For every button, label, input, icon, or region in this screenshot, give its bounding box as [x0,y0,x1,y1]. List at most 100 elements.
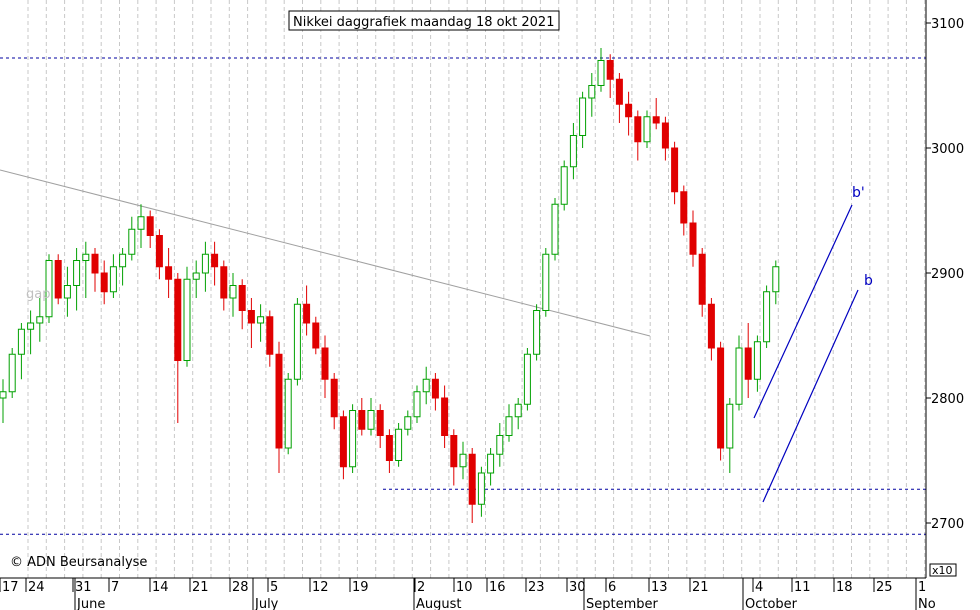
y-tick-label: 3100 [931,17,964,32]
candle-down [450,435,458,468]
candle-down [625,103,633,118]
candle-up [514,403,522,418]
y-tick-label: 2700 [931,517,964,532]
x-tick-label: 21 [692,580,709,595]
x-tick-label: 19 [352,580,369,595]
x-tick-label: 2 [417,580,425,595]
candlestick-series [0,48,780,523]
candle-down [376,410,384,436]
y-tick-label: 2900 [931,267,964,282]
x-tick-label: 5 [270,580,278,595]
candle-up [8,353,16,393]
x-tick-label: 10 [456,580,473,595]
candle-down [312,322,320,349]
x-tick-label: 24 [28,580,45,595]
candle-up [753,341,761,380]
candle-down [652,116,660,124]
candle-up [551,203,559,255]
candle-down [155,235,163,268]
candle-down [680,191,688,224]
x-tick-label: 1 [918,580,926,595]
candle-up [523,353,531,405]
candle-up [257,316,265,324]
candle-up [496,435,504,455]
x-tick-label: 4 [755,580,763,595]
scale-note: x10 [932,564,953,577]
candle-down [744,347,752,380]
candle-up [192,272,200,280]
chart-title: Nikkei daggrafiek maandag 18 okt 2021 [293,15,554,30]
candle-down [615,78,623,105]
x-tick-label: 14 [152,580,169,595]
candle-up [726,403,734,449]
candle-up [36,316,44,324]
candle-down [661,122,669,149]
candle-up [128,228,136,255]
candle-down [689,222,697,255]
x-tick-label: 12 [312,580,329,595]
candle-up [45,260,53,318]
channel-lower-line [762,289,859,503]
candle-down [321,347,329,380]
trend-lines [0,169,859,503]
candle-up [404,416,412,430]
candle-down [211,253,219,268]
candle-down [431,378,439,399]
candle-down [330,378,338,418]
candle-up [597,60,605,86]
candle-up [284,378,292,449]
candle-up [413,391,421,418]
candle-up [459,453,467,468]
candle-up [505,416,513,436]
channel-upper-line [753,204,853,419]
candle-down [606,60,614,80]
candle-down [441,397,449,436]
candle-up [367,410,375,430]
candle-up [183,278,191,361]
candle-down [247,310,255,324]
candle-up [487,453,495,474]
candle-up [560,166,568,205]
x-tick-label: 17 [2,580,19,595]
x-tick-label: 11 [794,580,811,595]
x-tick-label: 6 [608,580,616,595]
chart-title-box [288,10,560,31]
x-tick-label: 23 [528,580,545,595]
candle-up [201,253,209,274]
candle-down [54,260,62,299]
x-axis: 17 24 31 7 14 21 28 5 12 19 2 10 16 23 30 6 13 21 4 11 18 25 1… [0,578,936,610]
candle-up [643,116,651,143]
month-label: July [254,597,279,610]
candle-down [220,266,228,299]
candle-up [763,291,771,343]
candle-up [293,303,301,380]
gap-annotation: gap [26,287,50,302]
candle-up [533,310,541,355]
candle-up [17,328,25,355]
x-tick-label: 25 [876,580,893,595]
month-label: August [416,597,462,610]
candle-down [358,410,366,430]
candle-up [569,135,577,168]
x-tick-label: 7 [111,580,119,595]
candle-down [468,453,476,505]
candle-up [0,391,7,399]
candle-down [165,266,173,280]
channel-label-b: b [864,273,873,289]
candle-up [349,410,357,468]
candle-down [100,272,108,293]
x-tick-label: 28 [232,580,249,595]
candle-down [671,147,679,193]
candle-up [477,472,485,505]
candle-down [385,435,393,461]
month-label: October [745,597,798,610]
x-tick-label: 21 [192,580,209,595]
candle-up [109,266,117,293]
candle-up [63,285,71,299]
candle-down [275,353,283,449]
candle-up [542,253,550,311]
candle-up [422,378,430,393]
candle-up [229,285,237,299]
candle-up [588,85,596,99]
